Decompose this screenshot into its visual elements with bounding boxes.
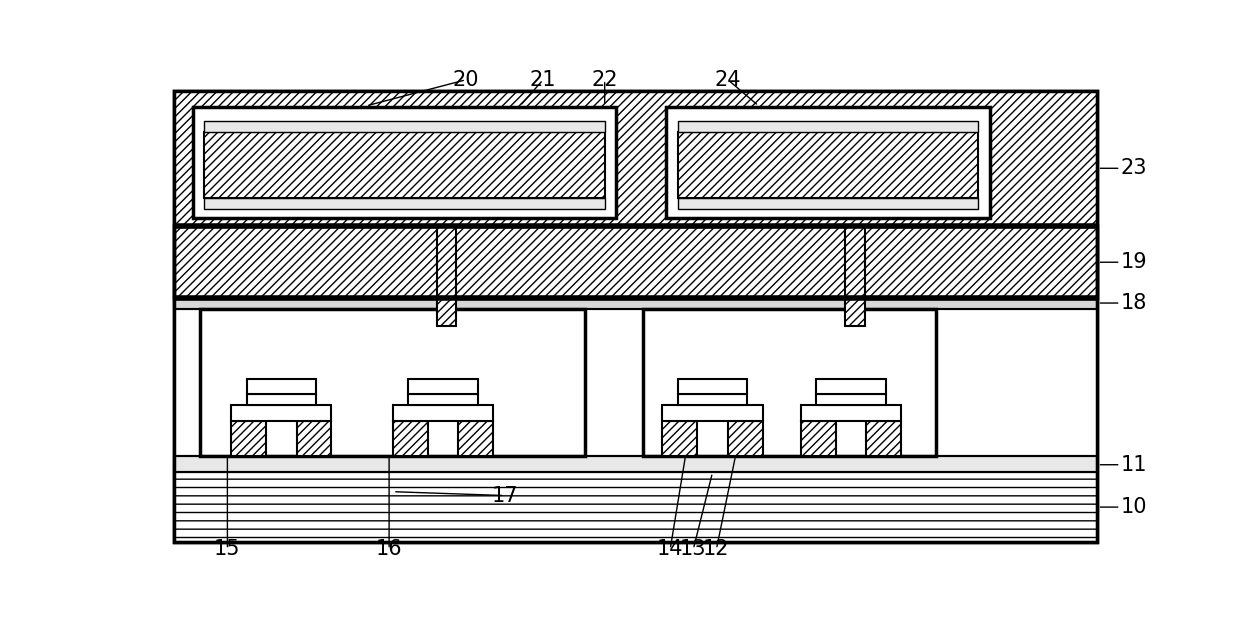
Bar [174, 91, 1097, 226]
Bar [459, 421, 494, 456]
Text: 11: 11 [1121, 454, 1147, 475]
Bar [174, 473, 1097, 541]
Bar [678, 198, 978, 209]
Bar [662, 421, 697, 456]
Bar [816, 394, 885, 406]
Bar [205, 121, 605, 132]
Text: 18: 18 [1121, 293, 1147, 313]
Text: 19: 19 [1121, 252, 1147, 272]
Bar [174, 297, 1097, 309]
Text: 14: 14 [657, 540, 683, 560]
Bar [644, 309, 936, 456]
Bar [205, 132, 605, 198]
Text: 10: 10 [1121, 497, 1147, 517]
Text: 20: 20 [453, 69, 480, 90]
Bar [678, 394, 748, 406]
Text: 12: 12 [703, 540, 729, 560]
Text: 15: 15 [215, 540, 241, 560]
Text: 22: 22 [591, 69, 618, 90]
Bar [801, 406, 901, 421]
Bar [678, 121, 978, 132]
Bar [231, 406, 331, 421]
Bar [205, 198, 605, 209]
Bar [408, 379, 477, 394]
Bar [408, 394, 477, 406]
Bar [174, 226, 1097, 297]
Bar [192, 106, 616, 218]
Bar [801, 421, 836, 456]
Bar [816, 379, 885, 394]
Bar [678, 379, 748, 394]
Bar [174, 309, 1097, 456]
Text: 24: 24 [714, 69, 742, 90]
Bar [728, 421, 763, 456]
Bar [296, 421, 331, 456]
Bar [247, 394, 316, 406]
Bar [662, 406, 763, 421]
Bar [678, 132, 978, 198]
Bar [174, 456, 1097, 473]
Bar [247, 379, 316, 394]
Bar [438, 226, 456, 326]
Bar [666, 106, 990, 218]
Text: 21: 21 [529, 69, 557, 90]
Bar [231, 421, 265, 456]
Text: 23: 23 [1121, 158, 1147, 178]
Text: 13: 13 [680, 540, 707, 560]
Bar [201, 309, 585, 456]
Bar [867, 421, 901, 456]
Text: 17: 17 [491, 486, 518, 506]
Bar [393, 406, 494, 421]
Bar [846, 226, 864, 326]
Text: 16: 16 [376, 540, 403, 560]
Bar [393, 421, 428, 456]
